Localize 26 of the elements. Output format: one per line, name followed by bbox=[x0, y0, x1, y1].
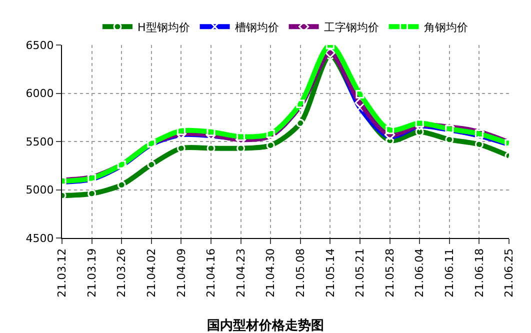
x-tick-label: 21.05.14 bbox=[324, 248, 337, 298]
x-tick-label: 21.04.23 bbox=[234, 248, 248, 298]
y-tick-label: 6000 bbox=[26, 87, 54, 100]
x-tick-label: 21.04.09 bbox=[174, 248, 188, 298]
x-tick-label: 21.03.26 bbox=[115, 248, 128, 298]
x-tick-label: 21.06.04 bbox=[413, 248, 426, 298]
y-tick-label: 5500 bbox=[26, 135, 54, 148]
y-tick-label: 4500 bbox=[26, 232, 54, 245]
x-tick-label: 21.03.12 bbox=[56, 248, 69, 298]
legend-label: H型钢均价 bbox=[138, 20, 190, 34]
x-tick-label: 21.05.08 bbox=[294, 248, 307, 298]
x-tick-label: 21.03.19 bbox=[85, 248, 98, 298]
legend-label: 角钢均价 bbox=[424, 20, 468, 34]
x-tick-label: 21.06.11 bbox=[442, 248, 456, 298]
x-tick-label: 21.05.28 bbox=[383, 248, 396, 298]
x-tick-label: 21.04.02 bbox=[144, 248, 158, 298]
x-tick-label: 21.04.16 bbox=[204, 248, 218, 298]
x-tick-label: 21.05.21 bbox=[354, 248, 367, 298]
legend-label: 工字钢均价 bbox=[324, 20, 379, 34]
legend-label: 槽钢均价 bbox=[234, 20, 279, 34]
y-tick-label: 5000 bbox=[26, 184, 54, 197]
x-tick-label: 21.04.30 bbox=[264, 248, 278, 298]
x-tick-label: 21.06.25 bbox=[502, 248, 516, 298]
text: 国内型材价格走势图 bbox=[207, 318, 324, 333]
y-tick-label: 6500 bbox=[26, 38, 54, 52]
x-tick-label: 21.06.18 bbox=[472, 248, 486, 298]
